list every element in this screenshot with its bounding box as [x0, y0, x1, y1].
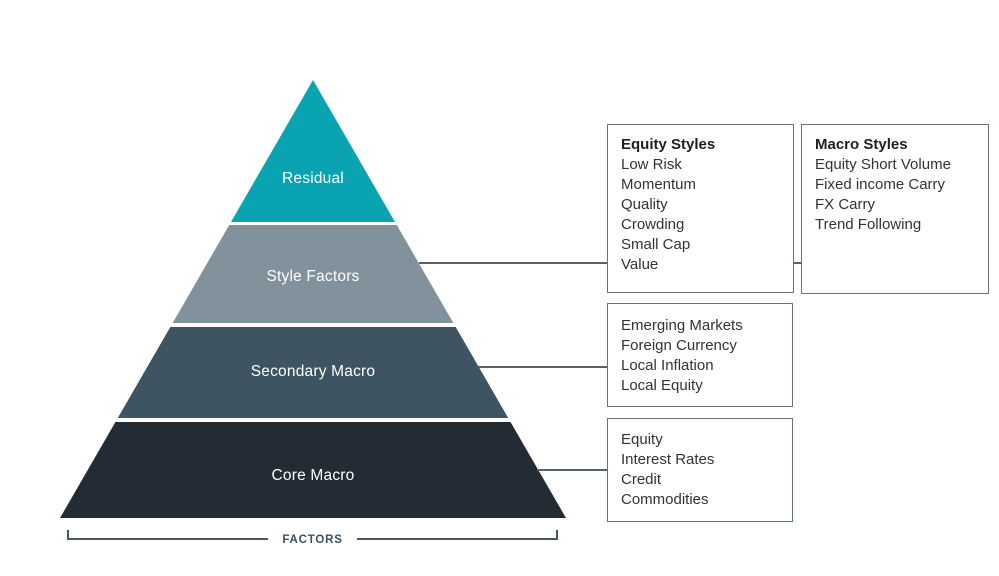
- box-item: Low Risk: [621, 156, 682, 173]
- factor-pyramid: Residual Style Factors Secondary Macro C…: [60, 80, 566, 518]
- macro-styles-box: Macro Styles Equity Short Volume Fixed i…: [801, 124, 989, 294]
- pyramid-layer-style-factors: Style Factors: [60, 225, 566, 323]
- box-title: Macro Styles: [815, 136, 908, 153]
- box-item: Small Cap: [621, 236, 691, 253]
- box-title: Equity Styles: [621, 136, 716, 153]
- pyramid-layer-label: Residual: [282, 170, 344, 187]
- box-item: Interest Rates: [621, 451, 715, 468]
- box-item: Trend Following: [815, 216, 922, 233]
- connector-equity-to-macro-box: [793, 262, 802, 264]
- box-item: Emerging Markets: [621, 317, 743, 334]
- pyramid-layer-residual: Residual: [60, 80, 566, 222]
- pyramid-layer-label: Core Macro: [271, 467, 355, 484]
- pyramid-layer-label: Secondary Macro: [250, 363, 376, 380]
- pyramid-layer-label: Style Factors: [266, 268, 360, 285]
- box-item: Fixed income Carry: [815, 176, 946, 193]
- box-item: Commodities: [621, 491, 709, 508]
- box-item: Local Inflation: [621, 357, 714, 374]
- core-macro-factors-box: Equity Interest Rates Credit Commodities: [607, 418, 793, 522]
- box-item: Crowding: [621, 216, 685, 233]
- box-item: Value: [621, 256, 659, 273]
- box-item: Foreign Currency: [621, 337, 737, 354]
- factors-bracket: FACTORS: [67, 530, 558, 546]
- factors-label: FACTORS: [282, 534, 343, 546]
- box-item: Local Equity: [621, 377, 703, 394]
- connector-core-macro-to-box: [537, 469, 608, 471]
- connector-secondary-macro-to-box: [478, 366, 608, 368]
- pyramid-layer-secondary-macro: Secondary Macro: [60, 327, 566, 418]
- bracket-line-right: [356, 530, 558, 540]
- secondary-macro-factors-box: Emerging Markets Foreign Currency Local …: [607, 303, 793, 407]
- box-item: Equity: [621, 431, 663, 448]
- equity-styles-box: Equity Styles Low Risk Momentum Quality …: [607, 124, 794, 293]
- box-item: Momentum: [621, 176, 697, 193]
- connector-style-factors-to-box: [419, 262, 608, 264]
- pyramid-layer-core-macro: Core Macro: [60, 422, 566, 518]
- box-item: FX Carry: [815, 196, 875, 213]
- bracket-line-left: [67, 530, 269, 540]
- box-item: Quality: [621, 196, 668, 213]
- box-item: Equity Short Volume: [815, 156, 951, 173]
- box-item: Credit: [621, 471, 662, 488]
